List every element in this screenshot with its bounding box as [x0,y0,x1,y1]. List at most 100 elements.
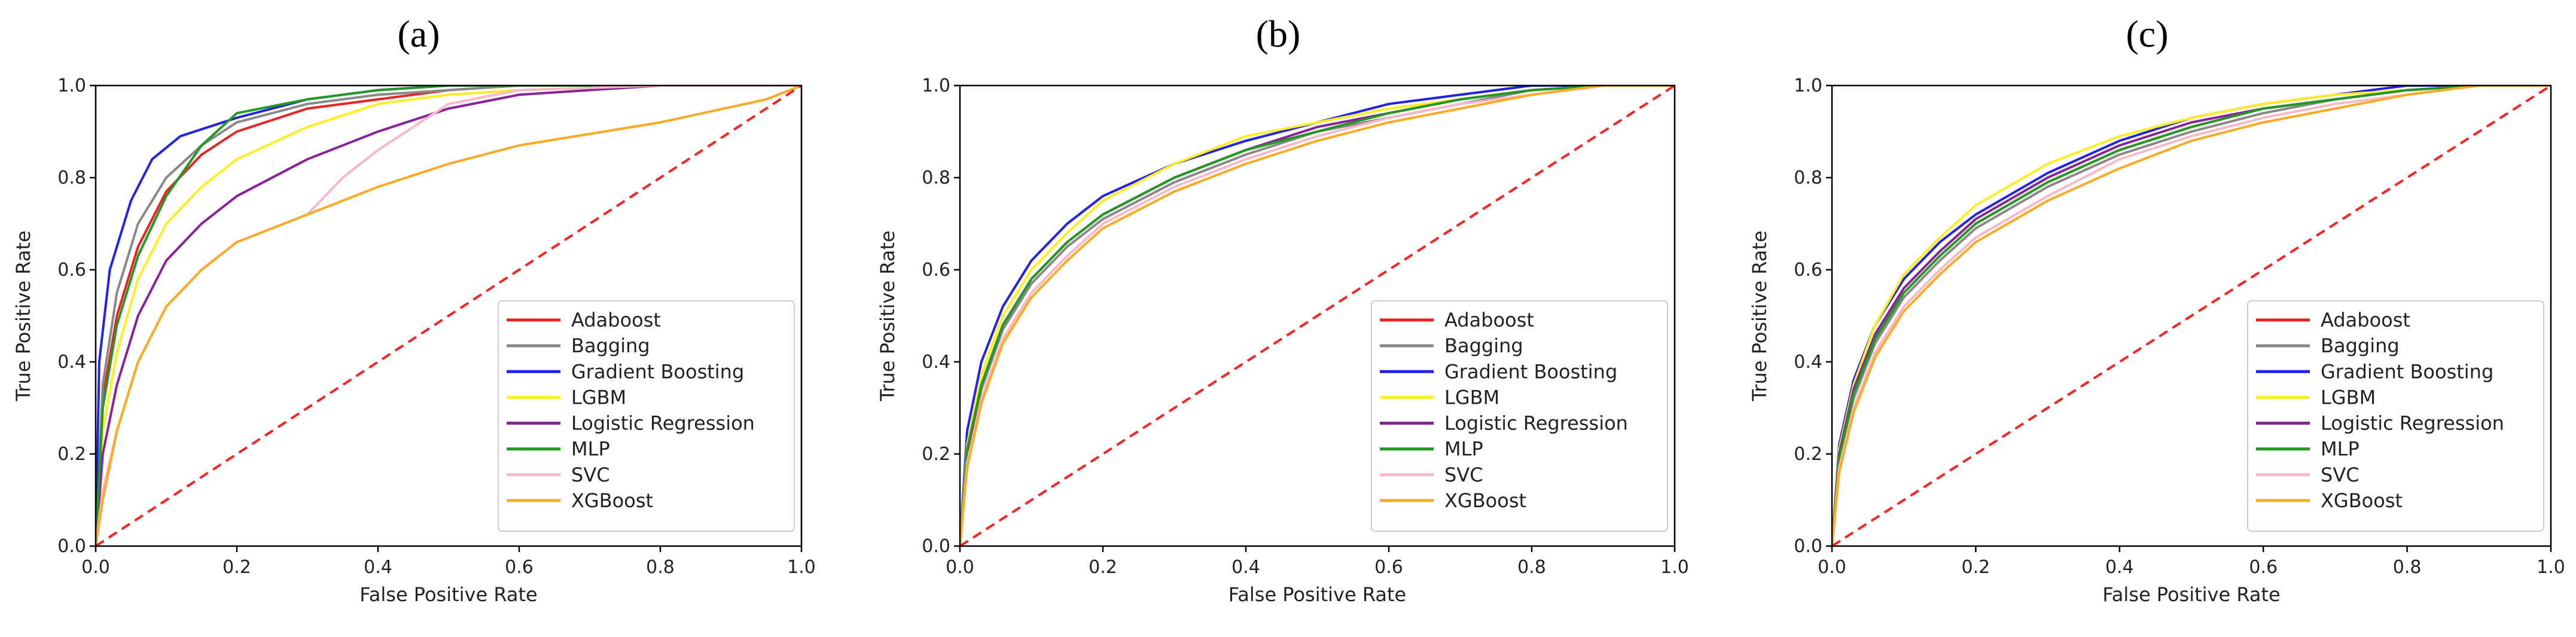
series-line-adaboost [96,86,801,546]
legend-entry: MLP [2321,438,2359,461]
y-tick-label: 0.0 [57,536,86,557]
y-tick-label: 0.8 [922,167,950,188]
legend-entry: Gradient Boosting [571,360,744,383]
y-tick-label: 0.4 [1794,352,1822,373]
legend-entry: Logistic Regression [2321,412,2504,435]
series-line-logistic-regression [96,86,801,546]
x-tick-label: 1.0 [2537,557,2565,578]
y-axis-label: True Positive Rate [1748,230,1771,401]
x-tick-label: 0.4 [364,557,392,578]
x-axis-label: False Positive Rate [1228,583,1406,606]
legend-entry: Gradient Boosting [2321,360,2493,383]
series-line-mlp [96,86,801,546]
x-tick-label: 0.8 [1517,557,1546,578]
x-tick-label: 0.4 [2105,557,2134,578]
legend-box [2247,300,2544,532]
x-tick-label: 0.0 [946,557,974,578]
y-tick-label: 1.0 [922,75,950,96]
x-tick-label: 0.2 [1089,557,1117,578]
series-group [960,86,1675,546]
y-tick-label: 0.4 [57,352,86,373]
series-group [96,86,801,546]
x-tick-label: 0.0 [81,557,110,578]
legend: Adaboost Bagging Gradient Boosting LGBM Logi… [498,300,795,532]
legend-entry: Gradient Boosting [1444,360,1617,383]
legend-box [498,300,795,532]
legend-entry: LGBM [2321,386,2376,409]
x-axis-label: False Positive Rate [359,583,537,606]
legend-entry: Logistic Regression [1444,412,1628,435]
x-tick-label: 0.2 [222,557,251,578]
x-tick-label: 0.0 [1818,557,1846,578]
y-tick-label: 0.8 [57,167,86,188]
x-tick-label: 0.6 [1374,557,1403,578]
plot-frame [94,84,803,547]
legend: Adaboost Bagging Gradient Boosting LGBM Logi… [1371,300,1668,532]
legend-entry: LGBM [571,386,626,409]
x-tick-label: 0.6 [2249,557,2278,578]
y-tick-label: 0.6 [57,260,86,281]
legend-entry: MLP [571,438,610,461]
series-line-svc [1832,86,2551,546]
legend-entry: SVC [571,464,610,486]
legend-entry: Adaboost [2321,309,2410,331]
x-tick-label: 0.8 [2393,557,2422,578]
reference-diagonal-line [960,86,1675,546]
x-tick-label: 1.0 [1660,557,1689,578]
x-tick-label: 0.2 [1962,557,1990,578]
series-line-bagging [960,86,1675,546]
y-axis-label: True Positive Rate [12,230,35,401]
y-tick-label: 0.8 [1794,167,1822,188]
y-tick-label: 0.0 [1794,536,1822,557]
series-line-svc [960,86,1675,546]
legend-entry: Logistic Regression [571,412,755,435]
panel-label: (a) [397,13,440,55]
reference-diagonal-line [96,86,801,546]
legend-entry: Bagging [1444,334,1523,357]
chart-panel-2: (b) 0.0 0.2 0.4 0.6 0.8 1.0 0.0 0.2 0.4 0.6 0.8 1.0 F… [876,13,1689,606]
legend-entry: SVC [1444,464,1483,486]
legend-entry: MLP [1444,438,1483,461]
y-tick-label: 1.0 [1794,75,1822,96]
series-line-xgboost [96,86,801,546]
y-tick-label: 0.2 [922,444,950,465]
series-line-bagging [96,86,801,546]
y-tick-label: 0.0 [922,536,950,557]
x-tick-label: 0.4 [1231,557,1260,578]
legend-entry: SVC [2321,464,2359,486]
legend-entry: LGBM [1444,386,1499,409]
y-tick-label: 0.2 [57,444,86,465]
legend-entry: Bagging [571,334,650,357]
chart-panel-1: (a) 0.0 0.2 0.4 0.6 0.8 1.0 0.0 0.2 0.4 0.6 0.8 1.0 F… [12,13,816,606]
reference-diagonal-line [1832,86,2551,546]
legend-entry: Bagging [2321,334,2400,357]
panel-label: (b) [1256,13,1301,55]
series-line-mlp [1832,86,2551,546]
y-tick-label: 0.4 [922,352,950,373]
panel-label: (c) [2126,13,2168,55]
series-line-mlp [960,86,1675,546]
y-tick-label: 0.2 [1794,444,1822,465]
x-tick-label: 1.0 [787,557,816,578]
y-axis-label: True Positive Rate [876,230,899,401]
x-tick-label: 0.6 [505,557,534,578]
y-tick-label: 0.6 [922,260,950,281]
legend-entry: XGBoost [2321,489,2403,512]
legend-entry: Adaboost [1444,309,1534,331]
x-tick-label: 0.8 [646,557,675,578]
series-line-lgbm [1832,86,2551,546]
y-tick-label: 0.6 [1794,260,1822,281]
legend-entry: XGBoost [571,489,653,512]
series-group [1832,86,2551,546]
series-line-xgboost [1832,86,2551,546]
chart-panel-3: (c) 0.0 0.2 0.4 0.6 0.8 1.0 0.0 0.2 0.4 0.6 0.8 1.0 F… [1748,13,2565,606]
plot-frame [1831,84,2552,547]
legend-box [1371,300,1668,532]
series-line-xgboost [960,86,1675,546]
legend: Adaboost Bagging Gradient Boosting LGBM Logi… [2247,300,2544,532]
y-tick-label: 1.0 [57,75,86,96]
series-line-gradient-boosting [96,86,801,546]
plot-frame [959,84,1676,547]
legend-entry: Adaboost [571,309,661,331]
